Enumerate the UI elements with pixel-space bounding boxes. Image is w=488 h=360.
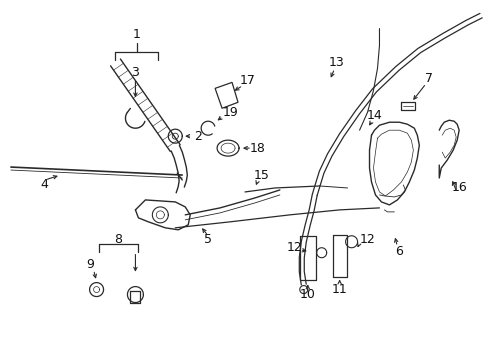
Text: 16: 16: [450, 181, 466, 194]
Text: 6: 6: [395, 245, 403, 258]
Text: 4: 4: [41, 179, 49, 192]
Text: 2: 2: [194, 130, 202, 143]
Text: 14: 14: [366, 109, 382, 122]
Text: 15: 15: [253, 168, 269, 181]
Text: 18: 18: [249, 141, 265, 155]
Text: 11: 11: [331, 283, 347, 296]
Text: 12: 12: [286, 241, 302, 254]
Text: 12: 12: [359, 233, 374, 246]
Text: 10: 10: [299, 288, 315, 301]
Text: 5: 5: [203, 233, 212, 246]
Text: 19: 19: [222, 106, 238, 119]
Text: 9: 9: [86, 258, 94, 271]
Text: 3: 3: [131, 66, 139, 79]
Text: 8: 8: [114, 233, 122, 246]
Text: 17: 17: [240, 74, 255, 87]
Text: 7: 7: [425, 72, 432, 85]
Text: 13: 13: [328, 56, 344, 69]
Text: 1: 1: [133, 28, 141, 41]
